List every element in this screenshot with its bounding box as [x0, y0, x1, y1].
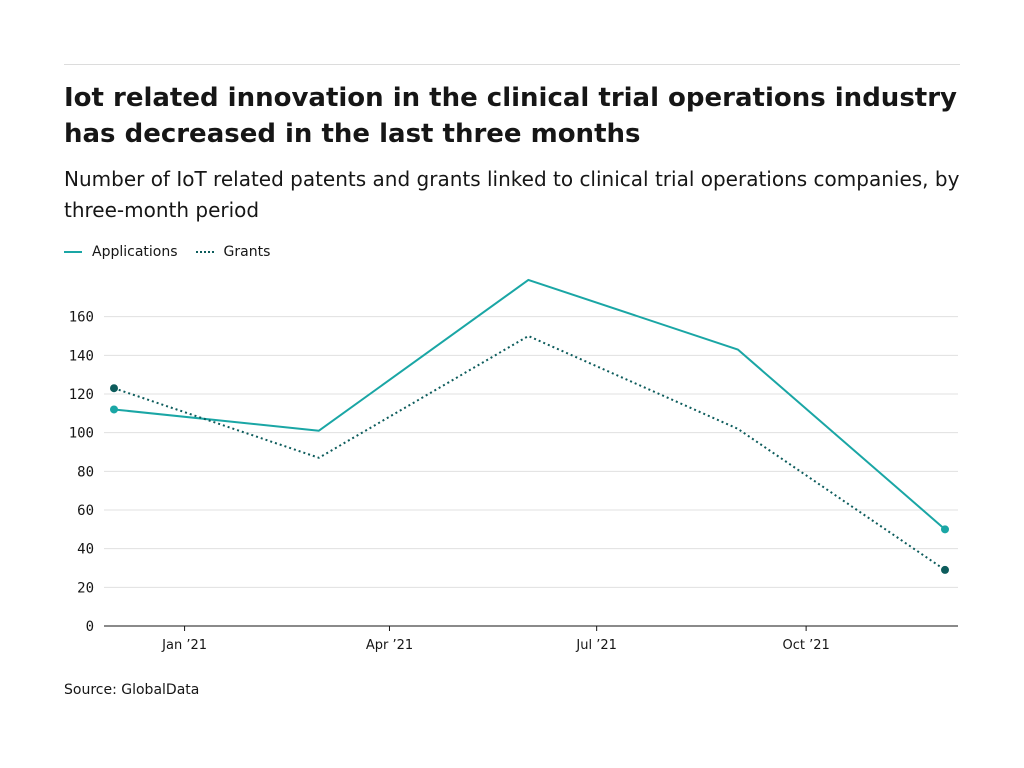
- y-tick-label-140: 140: [69, 348, 94, 364]
- y-tick-label-80: 80: [77, 464, 94, 480]
- legend-swatch-applications: [64, 251, 82, 253]
- y-tick-label-20: 20: [77, 580, 94, 596]
- x-tick-label-2: Jul ’21: [575, 638, 617, 653]
- chart-title: Iot related innovation in the clinical t…: [64, 83, 957, 149]
- top-divider: [64, 64, 960, 65]
- y-tick-label-40: 40: [77, 542, 94, 558]
- point-grants-4: [941, 565, 949, 574]
- point-grants-0: [110, 384, 118, 393]
- legend-label-applications: Applications: [92, 244, 178, 260]
- series: [110, 278, 949, 574]
- legend: Applications Grants: [64, 242, 288, 262]
- y-axis-ticks: 0 20 40 60 80 100 120 140 160: [69, 310, 94, 635]
- x-tick-label-3: Oct ’21: [782, 638, 829, 653]
- y-tick-label-60: 60: [77, 503, 94, 519]
- chart-subtitle: Number of IoT related patents and grants…: [64, 167, 960, 222]
- series-line-grants: [113, 335, 946, 571]
- legend-item-applications: Applications: [64, 244, 178, 260]
- legend-label-grants: Grants: [223, 244, 271, 260]
- series-line-applications: [113, 278, 946, 531]
- source-note: Source: GlobalData: [64, 682, 200, 698]
- y-tick-label-100: 100: [69, 426, 94, 442]
- x-tick-label-0: Jan ’21: [161, 638, 207, 653]
- point-applications-4: [941, 525, 949, 534]
- gridlines: [104, 316, 958, 627]
- line-chart: 0 20 40 60 80 100 120 140 160 Jan ’21 Apr ’21 Jul …: [69, 278, 958, 653]
- point-applications-0: [110, 405, 118, 414]
- legend-swatch-grants: [195, 251, 214, 253]
- y-tick-label-0: 0: [86, 619, 94, 635]
- x-tick-label-1: Apr ’21: [366, 638, 413, 653]
- legend-item-grants: Grants: [195, 244, 271, 260]
- y-tick-label-160: 160: [69, 310, 94, 326]
- x-axis-ticks: Jan ’21 Apr ’21 Jul ’21 Oct ’21: [161, 626, 830, 653]
- y-tick-label-120: 120: [69, 387, 94, 403]
